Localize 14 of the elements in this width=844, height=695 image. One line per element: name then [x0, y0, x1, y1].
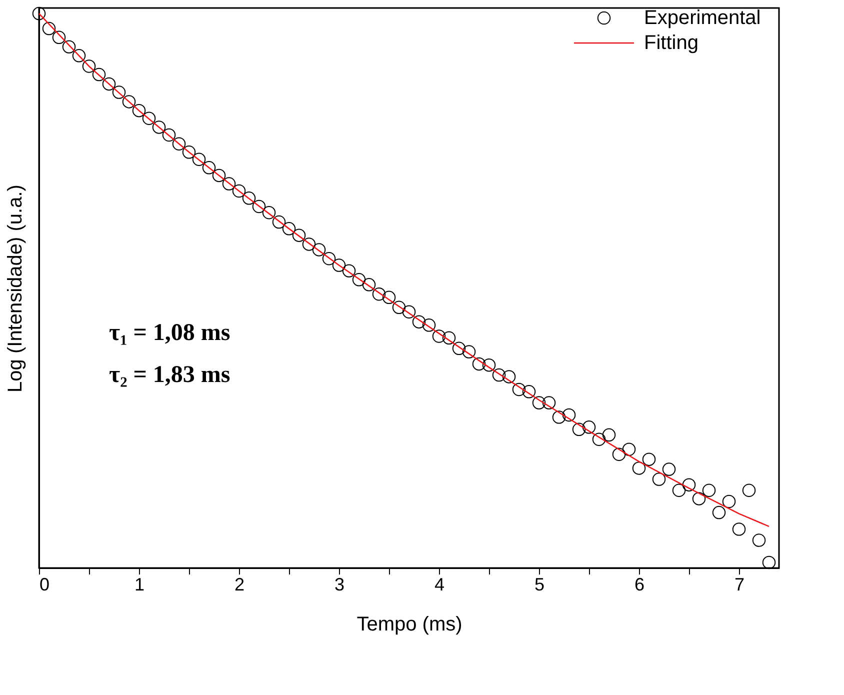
y-axis-title: Log (Intensidade) (u.a.): [4, 184, 26, 392]
x-tick-label: 7: [734, 574, 745, 594]
annotation: τ₂ = 1,83 ms: [109, 362, 230, 388]
x-tick-label: 6: [634, 574, 645, 594]
x-axis-title: Tempo (ms): [356, 614, 462, 636]
legend-label: Fitting: [644, 32, 698, 54]
annotation: τ₁ = 1,08 ms: [109, 320, 230, 346]
x-tick-label: 1: [134, 574, 145, 594]
x-tick-label: 2: [234, 574, 245, 594]
legend-label: Experimental: [644, 7, 761, 29]
x-tick-label: 5: [534, 574, 545, 594]
x-tick-label: 4: [434, 574, 445, 594]
x-tick-label: 0: [40, 574, 50, 594]
x-tick-label: 3: [334, 574, 345, 594]
